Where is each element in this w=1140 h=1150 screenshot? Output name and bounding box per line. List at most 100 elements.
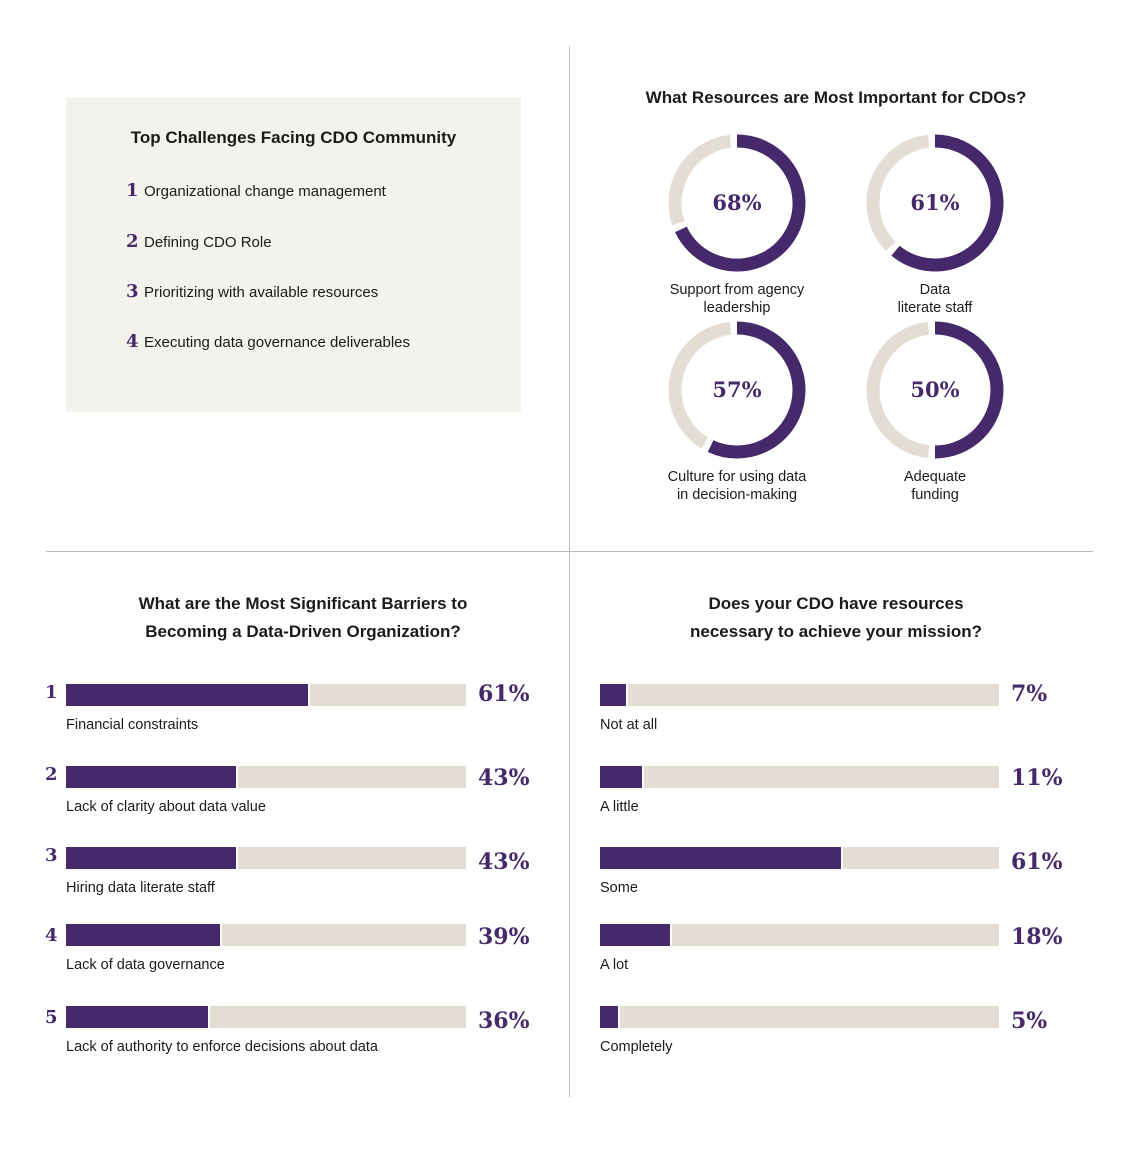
barrier-bar-fill: [66, 684, 310, 706]
challenges-panel: Top Challenges Facing CDO Community 1 Or…: [66, 98, 521, 412]
donut-value-label: 50%: [910, 377, 959, 402]
challenge-text: Executing data governance deliverables: [144, 334, 411, 351]
mission-title-line: Does your CDO have resources: [708, 594, 964, 613]
barrier-category-label: Lack of data governance: [66, 957, 225, 973]
donut-value-arc: [675, 134, 806, 272]
barrier-bar-track: [66, 1006, 466, 1028]
mission-category-label: Not at all: [600, 717, 658, 733]
challenge-item: 3 Prioritizing with available resources: [126, 281, 378, 305]
donut-chart: 68% Support from agency leadership: [637, 133, 837, 317]
barriers-title-line: Becoming a Data-Driven Organization?: [145, 622, 461, 641]
mission-category-label: Completely: [600, 1039, 673, 1055]
barrier-bar-track: [66, 766, 466, 788]
challenge-rank: 3: [126, 281, 139, 302]
donut-track: [668, 321, 732, 449]
horizontal-divider: [46, 551, 1093, 552]
barrier-rank: 1: [45, 682, 58, 703]
donut-value-label: 57%: [712, 377, 761, 402]
donut-label-line: Support from agency: [669, 282, 805, 298]
mission-chart-title: Does your CDO have resources necessary t…: [600, 590, 1072, 646]
barrier-rank: 4: [45, 925, 58, 946]
mission-bar-track: [600, 924, 999, 946]
donut-chart: 57% Culture for using data in decision-m…: [637, 320, 837, 504]
mission-bar-fill: [600, 924, 672, 946]
challenge-rank: 2: [126, 231, 139, 252]
mission-category-label: Some: [600, 880, 638, 896]
challenge-rank: 1: [126, 180, 139, 201]
donut-category-label: Culture for using data in decision-makin…: [637, 468, 837, 504]
donut-value-label: 68%: [712, 190, 761, 215]
donut-track: [668, 134, 732, 226]
donut-category-label: Data literate staff: [835, 281, 1035, 317]
donut-value-arc: [707, 321, 806, 459]
donut-value-label: 61%: [910, 190, 959, 215]
barrier-category-label: Hiring data literate staff: [66, 880, 215, 896]
challenge-text: Prioritizing with available resources: [144, 284, 379, 301]
barrier-rank: 2: [45, 764, 58, 785]
donut-label-line: in decision-making: [676, 487, 798, 503]
barrier-value-label: 43%: [478, 765, 530, 791]
mission-bar-fill: [600, 684, 628, 706]
mission-bar-fill: [600, 766, 644, 788]
donut-chart: 61% Data literate staff: [835, 133, 1035, 317]
mission-bar-track: [600, 847, 999, 869]
challenge-item: 1 Organizational change management: [126, 180, 386, 204]
donut-svg: 61%: [866, 134, 1004, 272]
donut-label-line: leadership: [703, 300, 771, 316]
mission-bar-fill: [600, 847, 844, 869]
barrier-bar-track: [66, 924, 466, 946]
barrier-value-label: 43%: [478, 849, 530, 875]
barrier-bar-fill: [66, 924, 222, 946]
challenge-item: 4 Executing data governance deliverables: [126, 331, 410, 355]
mission-bar-track: [600, 766, 999, 788]
donut-track: [866, 134, 930, 251]
donut-category-label: Support from agency leadership: [637, 281, 837, 317]
mission-value-label: 11%: [1011, 765, 1063, 791]
barriers-chart-title: What are the Most Significant Barriers t…: [66, 590, 540, 646]
challenge-text: Organizational change management: [144, 183, 386, 200]
donut-label-line: Culture for using data: [667, 469, 807, 485]
challenge-rank: 4: [126, 331, 139, 352]
mission-value-label: 18%: [1011, 924, 1063, 950]
donut-track: [866, 321, 930, 459]
donut-label-line: literate staff: [897, 300, 973, 316]
barriers-title-line: What are the Most Significant Barriers t…: [138, 594, 468, 613]
challenge-item: 2 Defining CDO Role: [126, 231, 272, 255]
barrier-value-label: 61%: [478, 681, 530, 707]
donut-value-arc: [891, 134, 1004, 272]
barrier-bar-fill: [66, 766, 238, 788]
mission-bar-fill: [600, 1006, 620, 1028]
barrier-bar-fill: [66, 847, 238, 869]
mission-title-line: necessary to achieve your mission?: [690, 622, 982, 641]
donut-svg: 50%: [866, 321, 1004, 459]
mission-bar-track: [600, 1006, 999, 1028]
challenges-title: Top Challenges Facing CDO Community: [130, 128, 457, 147]
resources-chart-title: What Resources are Most Important for CD…: [645, 88, 1027, 107]
donut-label-line: funding: [911, 487, 959, 503]
mission-category-label: A little: [600, 799, 639, 815]
mission-value-label: 61%: [1011, 849, 1063, 875]
barrier-rank: 5: [45, 1007, 58, 1028]
donut-label-line: Adequate: [903, 469, 967, 485]
barrier-bar-fill: [66, 1006, 210, 1028]
donut-category-label: Adequate funding: [835, 468, 1035, 504]
barrier-value-label: 39%: [478, 924, 530, 950]
donut-label-line: Data: [919, 282, 951, 298]
donut-svg: 57%: [668, 321, 806, 459]
barrier-bar-track: [66, 847, 466, 869]
mission-value-label: 7%: [1011, 681, 1048, 707]
barrier-category-label: Financial constraints: [66, 717, 199, 733]
barrier-bar-track: [66, 684, 466, 706]
barrier-category-label: Lack of clarity about data value: [66, 799, 266, 815]
donut-chart: 50% Adequate funding: [835, 320, 1035, 504]
donut-svg: 68%: [668, 134, 806, 272]
barrier-rank: 3: [45, 845, 58, 866]
mission-value-label: 5%: [1011, 1008, 1048, 1034]
challenge-text: Defining CDO Role: [144, 234, 272, 251]
vertical-divider: [569, 46, 570, 1097]
mission-bar-track: [600, 684, 999, 706]
barrier-value-label: 36%: [478, 1008, 530, 1034]
barrier-category-label: Lack of authority to enforce decisions a…: [66, 1039, 378, 1055]
donut-value-arc: [934, 321, 1004, 459]
mission-category-label: A lot: [600, 957, 629, 973]
